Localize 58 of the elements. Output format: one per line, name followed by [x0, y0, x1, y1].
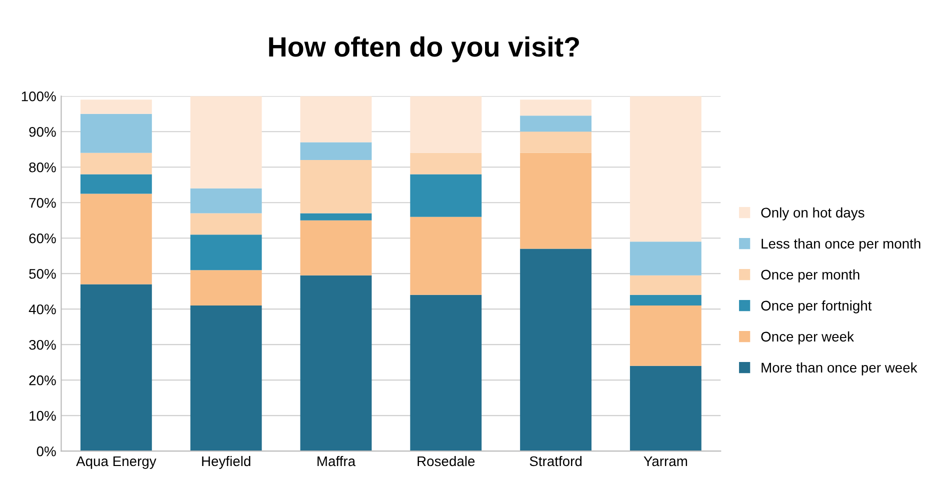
legend-label: Once per week [761, 331, 854, 344]
bar [520, 132, 592, 153]
y-tick-label: 60% [29, 233, 56, 244]
bar [630, 366, 702, 452]
bar [300, 142, 372, 160]
bar [520, 248, 592, 452]
x-tick-label: Rosedale [418, 456, 475, 466]
bar [520, 116, 592, 132]
x-tick-label: Maffra [318, 456, 356, 466]
legend-label: Less than once per month [762, 238, 920, 252]
bar [190, 213, 262, 235]
bar [300, 220, 372, 276]
bar [300, 213, 372, 220]
bar [410, 294, 482, 452]
y-tick-label: 40% [28, 304, 56, 314]
y-tick-label: 100% [22, 91, 56, 102]
bar [80, 152, 152, 174]
bar [190, 306, 262, 452]
bar [630, 275, 702, 295]
bar [190, 188, 262, 214]
bar [300, 160, 372, 214]
bar [410, 216, 482, 295]
y-tick-label: 20% [29, 375, 56, 386]
chart-title: How often do you visit? [269, 36, 579, 62]
bar [520, 100, 592, 116]
bar [630, 294, 702, 306]
y-tick-label: 80% [29, 162, 56, 172]
legend-label: More than once per week [762, 362, 918, 376]
bar [300, 96, 372, 142]
y-tick-label: 10% [30, 410, 56, 421]
bar [630, 242, 702, 276]
x-tick-label: Yarram [644, 456, 688, 466]
bar [410, 96, 482, 153]
x-tick-label: Stratford [530, 456, 582, 466]
y-tick-label: 70% [29, 198, 56, 208]
bar [410, 152, 482, 174]
bar [80, 284, 152, 452]
legend-label: Once per month [761, 269, 860, 282]
legend-label: Only on hot days [761, 207, 864, 220]
bar [630, 306, 702, 366]
y-tick-label: 50% [29, 268, 56, 279]
bar [80, 194, 152, 284]
bar [80, 114, 152, 153]
bar [520, 152, 592, 249]
bar [190, 234, 262, 270]
bar [300, 275, 372, 452]
bar [80, 100, 152, 114]
bar [410, 174, 482, 217]
bar [190, 270, 262, 306]
y-tick-label: 30% [29, 340, 56, 350]
bar [190, 96, 262, 188]
bar [80, 174, 152, 194]
x-tick-label: Heyfield [202, 456, 250, 469]
y-tick-label: 0% [36, 446, 56, 456]
bar [630, 96, 702, 242]
x-tick-label: Aqua Energy [76, 456, 156, 469]
y-tick-label: 90% [29, 126, 56, 137]
legend-label: Once per fortnight [761, 300, 872, 314]
